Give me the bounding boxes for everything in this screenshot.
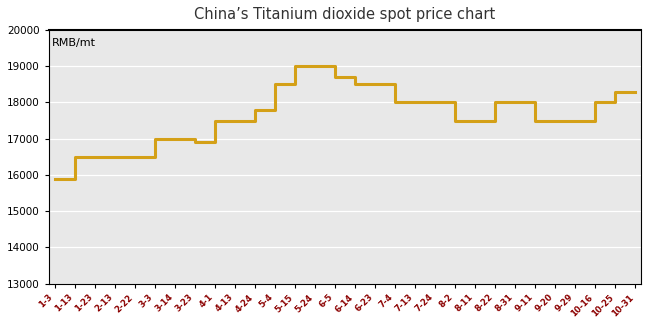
Title: China’s Titanium dioxide spot price chart: China’s Titanium dioxide spot price char… bbox=[194, 7, 496, 22]
Text: RMB/mt: RMB/mt bbox=[52, 38, 96, 48]
